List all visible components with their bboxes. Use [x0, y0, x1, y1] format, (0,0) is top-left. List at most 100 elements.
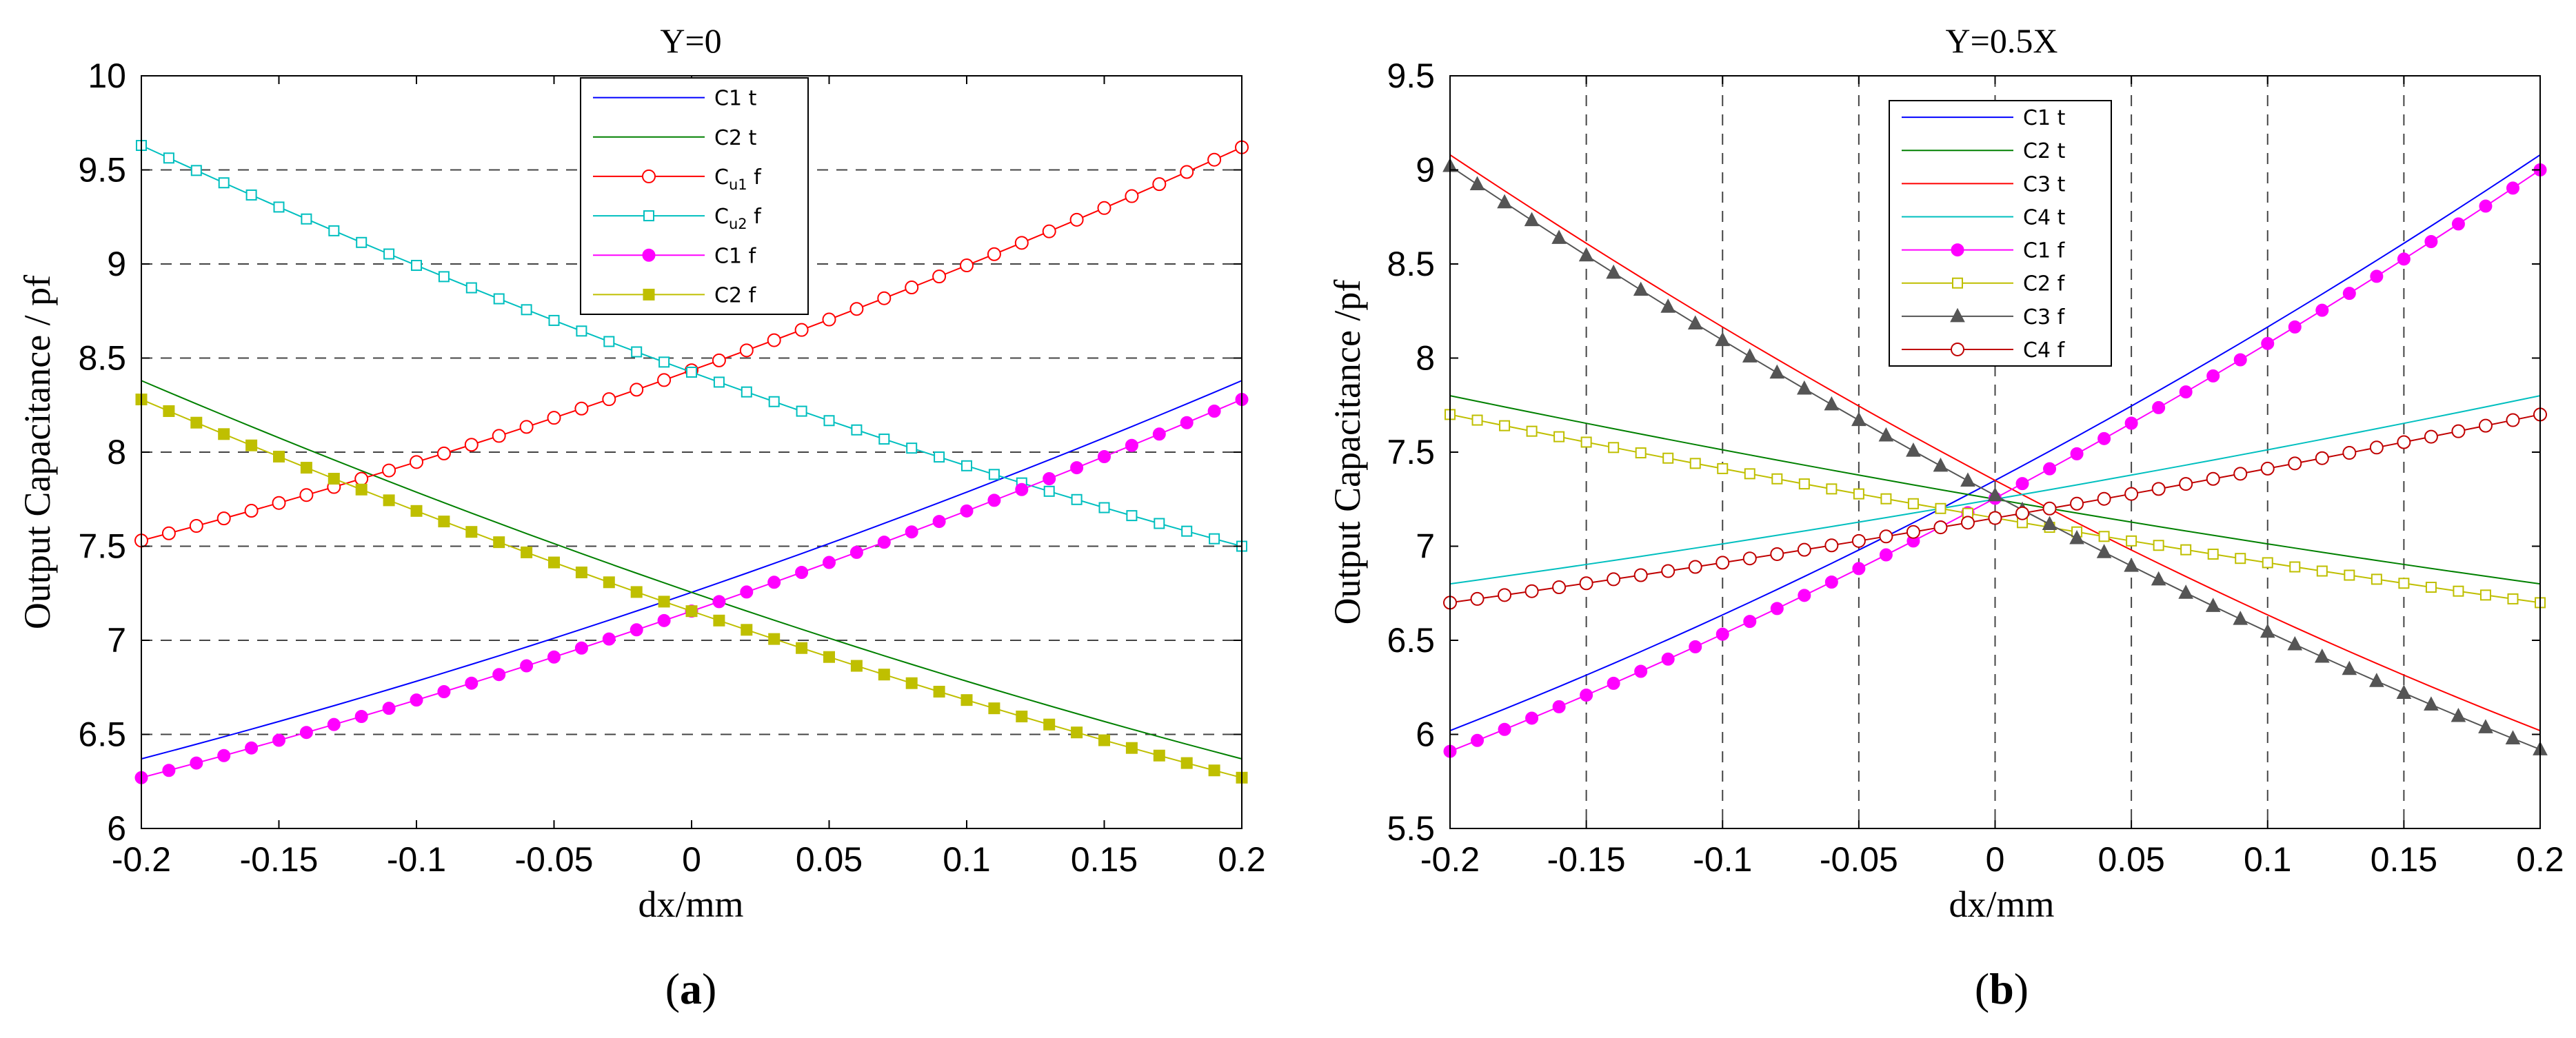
data-point [603, 576, 615, 589]
data-point [2179, 385, 2193, 399]
chart-b-title: Y=0.5X [1946, 21, 2058, 60]
data-point [739, 343, 754, 358]
data-point [245, 741, 259, 755]
data-point [1608, 442, 1620, 454]
data-point [1470, 591, 1485, 606]
legend-item: C1 f [593, 244, 757, 268]
data-point [1578, 247, 1594, 262]
data-point [410, 505, 423, 517]
data-point [519, 420, 534, 434]
series-line [141, 380, 1242, 760]
legend-item: C1 t [1902, 106, 2066, 130]
chart-a-xlabel: dx/mm [638, 884, 743, 925]
data-point [1553, 431, 1565, 442]
data-point [2371, 573, 2382, 585]
data-point [189, 519, 203, 533]
data-point [1770, 602, 1784, 615]
y-tick-label: 9 [107, 245, 126, 283]
legend-label: C1 f [2023, 239, 2066, 263]
data-point [2316, 565, 2328, 577]
data-point [2152, 400, 2166, 414]
legend-swatch-marker [642, 169, 656, 183]
chart-b-series [1442, 154, 2548, 758]
data-point [1689, 458, 1701, 469]
data-point [382, 702, 396, 715]
data-point [1879, 548, 1893, 562]
legend-item: C4 t [1902, 205, 2066, 230]
data-point [712, 353, 726, 367]
y-tick-label: 9.5 [78, 151, 126, 190]
x-tick-label: -0.2 [112, 840, 171, 879]
data-point [2289, 561, 2301, 573]
legend-label: C4 t [2023, 205, 2066, 230]
data-point [2180, 544, 2192, 556]
legend-label: C4 f [2023, 338, 2066, 363]
legend-label: C1 f [714, 244, 757, 268]
data-point [2153, 540, 2164, 551]
data-point [1661, 564, 1676, 578]
data-point [2070, 447, 2084, 460]
data-point [1180, 416, 1194, 429]
chart-panel-b: Y=0.5X -0.2 -0.15 -0.1 -0.05 0 0.05 0.1 0.15 0.2… [1327, 21, 2564, 1013]
data-point [2097, 491, 2111, 506]
data-point [1633, 568, 1648, 582]
data-point [1715, 332, 1731, 347]
data-point [1851, 533, 1866, 548]
data-point [1015, 482, 1029, 496]
data-point [576, 325, 587, 337]
data-point [2178, 584, 2194, 599]
data-point [2397, 252, 2411, 266]
chart-b-gridlines [1585, 76, 2405, 828]
data-point [685, 605, 698, 618]
data-point [1661, 652, 1675, 666]
data-point [245, 189, 257, 201]
data-point [436, 446, 451, 460]
data-point [1715, 556, 1730, 570]
chart-b-ticks: -0.2 -0.15 -0.1 -0.05 0 0.05 0.1 0.15 0.2 5.5 6 6.5… [1387, 57, 2564, 879]
y-tick-label: 8.5 [1387, 245, 1435, 283]
series-c2-f [135, 394, 1248, 784]
data-point [630, 586, 643, 598]
legend-item: C2 f [1902, 272, 2066, 296]
data-point [547, 411, 561, 425]
data-point [1633, 281, 1649, 296]
x-tick-label: 0.2 [2516, 840, 2564, 879]
data-point [1742, 551, 1757, 566]
series-line [141, 380, 1242, 760]
data-point [1071, 493, 1083, 505]
y-tick-label: 9 [1416, 151, 1435, 190]
y-tick-label: 6 [107, 809, 126, 848]
data-point [1580, 689, 1593, 702]
data-point [987, 493, 1001, 507]
data-point [1688, 560, 1702, 574]
data-point [850, 660, 863, 672]
data-point [1906, 525, 1920, 539]
data-point [1125, 438, 1138, 452]
legend-swatch-marker [1951, 243, 1964, 257]
data-point [190, 165, 202, 176]
data-point [1797, 542, 1811, 557]
data-point [2344, 569, 2355, 581]
data-point [1579, 576, 1593, 591]
data-point [1552, 700, 1566, 713]
data-point [1126, 510, 1138, 522]
data-point [2314, 648, 2330, 663]
data-point [2369, 440, 2384, 455]
data-point [1662, 452, 1674, 464]
data-point [2097, 431, 2111, 445]
data-point [1906, 442, 1921, 457]
data-point [273, 201, 285, 213]
data-point [327, 718, 341, 731]
x-tick-label: -0.1 [1693, 840, 1752, 879]
data-point [2124, 487, 2139, 501]
y-tick-label: 7.5 [1387, 433, 1435, 471]
data-point [2342, 287, 2356, 301]
data-point [2151, 482, 2166, 496]
data-point [1607, 676, 1620, 690]
chart-a-ylabel: Output Capacitance / pf [17, 275, 58, 629]
data-point [2126, 535, 2137, 547]
data-point [2369, 673, 2384, 687]
data-point [932, 269, 947, 284]
data-point [2315, 303, 2329, 317]
x-tick-label: -0.05 [1820, 840, 1898, 879]
